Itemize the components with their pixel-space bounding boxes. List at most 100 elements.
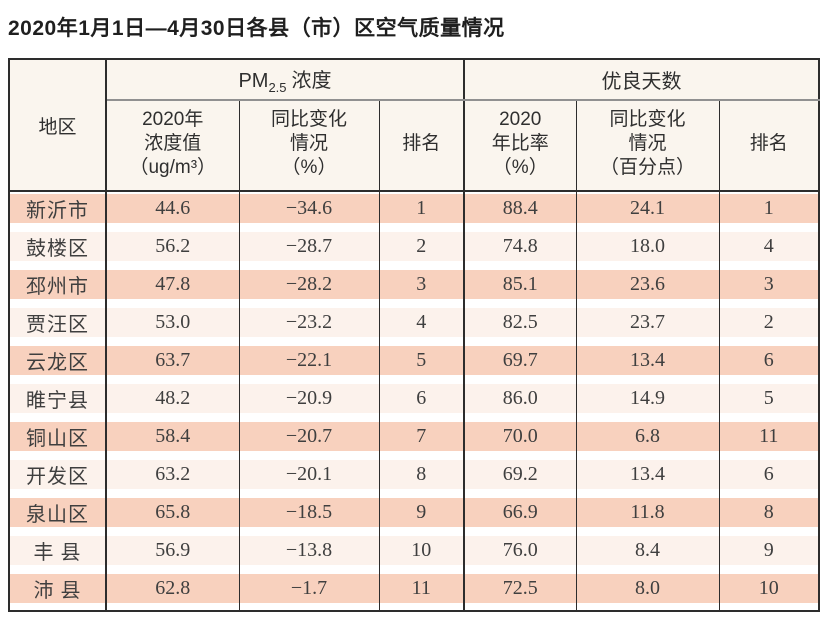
pm25-label-prefix: PM	[238, 70, 269, 92]
cell-pm25_value: 58.4	[105, 420, 239, 458]
table-row: 丰 县 56.9 −13.8 10 76.0 8.4 9	[9, 534, 819, 572]
cell-pm25_value: 63.7	[105, 344, 239, 382]
cell-good_rate: 69.7	[463, 344, 576, 382]
cell-region: 邳州市	[9, 268, 106, 306]
table-row: 云龙区 63.7 −22.1 5 69.7 13.4 6	[9, 344, 819, 382]
cell-region: 沛 县	[9, 572, 106, 611]
cell-good_change: 13.4	[575, 344, 719, 382]
cell-pm25_change: −22.1	[238, 344, 379, 382]
header-sub-row: 2020年 浓度值 （ug/m³） 同比变化 情况 （%） 排名 2020 年比…	[9, 100, 819, 192]
cell-region: 贾汪区	[9, 306, 106, 344]
cell-good_rate: 76.0	[463, 534, 576, 572]
cell-pm25_change: −28.7	[238, 230, 379, 268]
cell-good_rank: 5	[718, 382, 819, 420]
page-title: 2020年1月1日—4月30日各县（市）区空气质量情况	[8, 17, 505, 40]
cell-pm25_rank: 2	[378, 230, 464, 268]
cell-region: 鼓楼区	[9, 230, 106, 268]
cell-region: 睢宁县	[9, 382, 106, 420]
cell-pm25_value: 65.8	[105, 496, 239, 534]
cell-good_rate: 88.4	[463, 191, 576, 230]
header-group-good-days: 优良天数	[463, 59, 819, 101]
cell-pm25_rank: 3	[378, 268, 464, 306]
header-good-change: 同比变化 情况 （百分点）	[575, 100, 719, 192]
cell-good_change: 8.0	[575, 572, 719, 611]
header-good-rank: 排名	[718, 100, 819, 192]
cell-pm25_value: 47.8	[105, 268, 239, 306]
cell-region: 铜山区	[9, 420, 106, 458]
cell-good_change: 14.9	[575, 382, 719, 420]
header-pm25-change: 同比变化 情况 （%）	[238, 100, 379, 192]
cell-good_rank: 8	[718, 496, 819, 534]
cell-region: 泉山区	[9, 496, 106, 534]
cell-good_change: 8.4	[575, 534, 719, 572]
table-row: 开发区 63.2 −20.1 8 69.2 13.4 6	[9, 458, 819, 496]
cell-pm25_change: −23.2	[238, 306, 379, 344]
cell-region: 开发区	[9, 458, 106, 496]
cell-pm25_change: −1.7	[238, 572, 379, 611]
cell-good_rank: 9	[718, 534, 819, 572]
cell-pm25_change: −20.1	[238, 458, 379, 496]
cell-pm25_change: −18.5	[238, 496, 379, 534]
header-pm25-value: 2020年 浓度值 （ug/m³）	[106, 100, 239, 192]
table-header: 地区 PM2.5 浓度 优良天数 2020年 浓度值 （ug/m³） 同比变化 情…	[9, 59, 819, 192]
cell-region: 云龙区	[9, 344, 106, 382]
cell-pm25_rank: 4	[378, 306, 464, 344]
cell-good_change: 6.8	[575, 420, 719, 458]
cell-pm25_rank: 7	[378, 420, 464, 458]
cell-pm25_value: 44.6	[105, 191, 239, 230]
cell-pm25_rank: 1	[378, 191, 464, 230]
cell-pm25_value: 56.2	[105, 230, 239, 268]
cell-pm25_rank: 9	[378, 496, 464, 534]
table-row: 贾汪区 53.0 −23.2 4 82.5 23.7 2	[9, 306, 819, 344]
cell-good_rate: 66.9	[463, 496, 576, 534]
cell-pm25_value: 62.8	[105, 572, 239, 611]
table-row: 新沂市 44.6 −34.6 1 88.4 24.1 1	[9, 191, 819, 230]
air-quality-table: 地区 PM2.5 浓度 优良天数 2020年 浓度值 （ug/m³） 同比变化 情…	[8, 58, 820, 612]
pm25-label-suffix: 浓度	[291, 70, 332, 92]
cell-good_rate: 85.1	[463, 268, 576, 306]
cell-pm25_change: −34.6	[238, 191, 379, 230]
cell-pm25_change: −20.9	[238, 382, 379, 420]
cell-good_rate: 74.8	[463, 230, 576, 268]
cell-good_rate: 70.0	[463, 420, 576, 458]
cell-good_change: 23.6	[575, 268, 719, 306]
cell-good_rate: 69.2	[463, 458, 576, 496]
table-row: 邳州市 47.8 −28.2 3 85.1 23.6 3	[9, 268, 819, 306]
cell-pm25_change: −28.2	[238, 268, 379, 306]
cell-pm25_change: −20.7	[238, 420, 379, 458]
cell-pm25_rank: 6	[378, 382, 464, 420]
cell-pm25_change: −13.8	[238, 534, 379, 572]
cell-good_change: 24.1	[575, 191, 719, 230]
cell-region: 新沂市	[9, 191, 106, 230]
cell-pm25_rank: 10	[378, 534, 464, 572]
cell-pm25_value: 53.0	[105, 306, 239, 344]
cell-good_change: 23.7	[575, 306, 719, 344]
table-row: 泉山区 65.8 −18.5 9 66.9 11.8 8	[9, 496, 819, 534]
header-region: 地区	[9, 59, 107, 192]
table-row: 鼓楼区 56.2 −28.7 2 74.8 18.0 4	[9, 230, 819, 268]
table-body: 新沂市 44.6 −34.6 1 88.4 24.1 1 鼓楼区 56.2 −28.7 2 74.8 1…	[9, 191, 819, 611]
cell-good_rate: 72.5	[463, 572, 576, 611]
cell-pm25_rank: 11	[378, 572, 464, 611]
header-pm25-rank: 排名	[378, 100, 464, 192]
cell-pm25_value: 48.2	[105, 382, 239, 420]
cell-good_rank: 10	[718, 572, 819, 611]
cell-good_rank: 6	[718, 458, 819, 496]
cell-region: 丰 县	[9, 534, 106, 572]
cell-good_rank: 3	[718, 268, 819, 306]
cell-good_rank: 11	[718, 420, 819, 458]
header-good-rate: 2020 年比率 （%）	[463, 100, 576, 192]
cell-good_change: 11.8	[575, 496, 719, 534]
table-row: 睢宁县 48.2 −20.9 6 86.0 14.9 5	[9, 382, 819, 420]
cell-good_change: 13.4	[575, 458, 719, 496]
cell-pm25_rank: 5	[378, 344, 464, 382]
cell-good_rank: 2	[718, 306, 819, 344]
cell-good_rank: 6	[718, 344, 819, 382]
pm25-label-subscript: 2.5	[268, 80, 287, 95]
cell-good_rank: 1	[718, 191, 819, 230]
cell-good_change: 18.0	[575, 230, 719, 268]
cell-pm25_rank: 8	[378, 458, 464, 496]
header-group-pm25: PM2.5 浓度	[106, 59, 464, 101]
cell-pm25_value: 56.9	[105, 534, 239, 572]
